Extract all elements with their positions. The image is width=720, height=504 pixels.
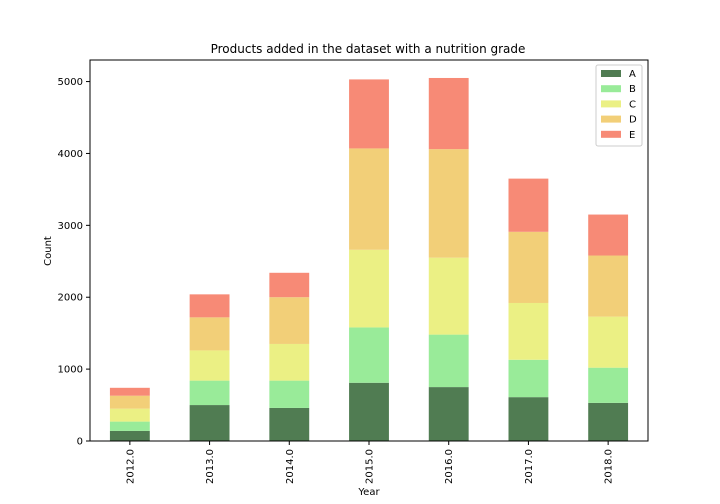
- x-tick-label: 2018.0: [604, 449, 615, 484]
- legend-swatch-c: [601, 100, 621, 108]
- bar-b-2016.0: [428, 334, 469, 388]
- bar-d-2017.0: [508, 231, 549, 303]
- bar-b-2015.0: [349, 327, 389, 383]
- x-tick-label: 2016.0: [444, 449, 455, 484]
- legend-swatch-b: [601, 85, 621, 93]
- legend-swatch-e: [601, 130, 621, 138]
- bar-a-2016.0: [428, 387, 469, 441]
- bar-a-2018.0: [588, 402, 629, 441]
- bar-e-2012.0: [109, 387, 150, 396]
- x-tick-label: 2015.0: [365, 449, 376, 484]
- plot-area: 2012.0 2013.0 2014.0 2015.0 2016.0 2017.0 2018…: [58, 59, 649, 484]
- bar-c-2017.0: [508, 302, 549, 360]
- y-tick-label: 1000: [58, 365, 83, 376]
- bar-b-2018.0: [588, 367, 629, 403]
- y-tick-label: 3000: [58, 221, 83, 232]
- y-tick-label: 4000: [58, 149, 83, 160]
- legend-label-a: A: [629, 69, 636, 80]
- bar-a-2014.0: [269, 407, 310, 441]
- y-tick-label: 2000: [58, 293, 83, 304]
- bar-c-2012.0: [109, 408, 150, 422]
- legend-label-c: C: [629, 99, 636, 110]
- bar-a-2015.0: [349, 382, 389, 441]
- bar-e-2018.0: [588, 214, 629, 256]
- bar-d-2016.0: [428, 149, 469, 258]
- bar-e-2015.0: [349, 79, 389, 149]
- bar-d-2014.0: [269, 297, 310, 344]
- bar-d-2012.0: [109, 395, 150, 409]
- bar-e-2013.0: [189, 294, 230, 318]
- x-axis-label: Year: [357, 487, 380, 498]
- x-tick-label: 2017.0: [524, 449, 535, 484]
- bar-a-2013.0: [189, 405, 230, 441]
- chart-title: Products added in the dataset with a nut…: [211, 42, 526, 56]
- bar-c-2018.0: [588, 316, 629, 368]
- legend-swatch-a: [601, 70, 621, 77]
- bar-c-2016.0: [428, 257, 469, 335]
- legend-label-b: B: [629, 84, 636, 95]
- bar-d-2013.0: [189, 317, 230, 351]
- bar-a-2012.0: [109, 430, 150, 441]
- legend-swatch-d: [601, 115, 621, 123]
- x-tick-label: 2013.0: [205, 449, 216, 484]
- bar-e-2016.0: [428, 77, 469, 150]
- legend-label-e: E: [629, 130, 635, 141]
- plot-frame: [89, 59, 649, 442]
- bar-b-2013.0: [189, 380, 230, 406]
- y-tick-label: 0: [77, 437, 83, 448]
- bar-e-2017.0: [508, 178, 549, 232]
- legend-label-d: D: [629, 115, 637, 126]
- bar-b-2017.0: [508, 359, 549, 398]
- bar-c-2015.0: [349, 249, 389, 328]
- bar-c-2013.0: [189, 350, 230, 381]
- y-tick-label: 5000: [58, 77, 83, 88]
- bar-c-2014.0: [269, 343, 310, 381]
- bar-b-2014.0: [269, 380, 310, 408]
- bar-d-2015.0: [349, 148, 389, 250]
- bar-b-2012.0: [109, 421, 150, 431]
- y-axis-label: Count: [43, 236, 54, 266]
- bar-e-2014.0: [269, 272, 310, 298]
- x-tick-label: 2014.0: [285, 449, 296, 484]
- bar-a-2017.0: [508, 397, 549, 441]
- x-tick-label: 2012.0: [125, 449, 136, 484]
- bar-d-2018.0: [588, 255, 629, 317]
